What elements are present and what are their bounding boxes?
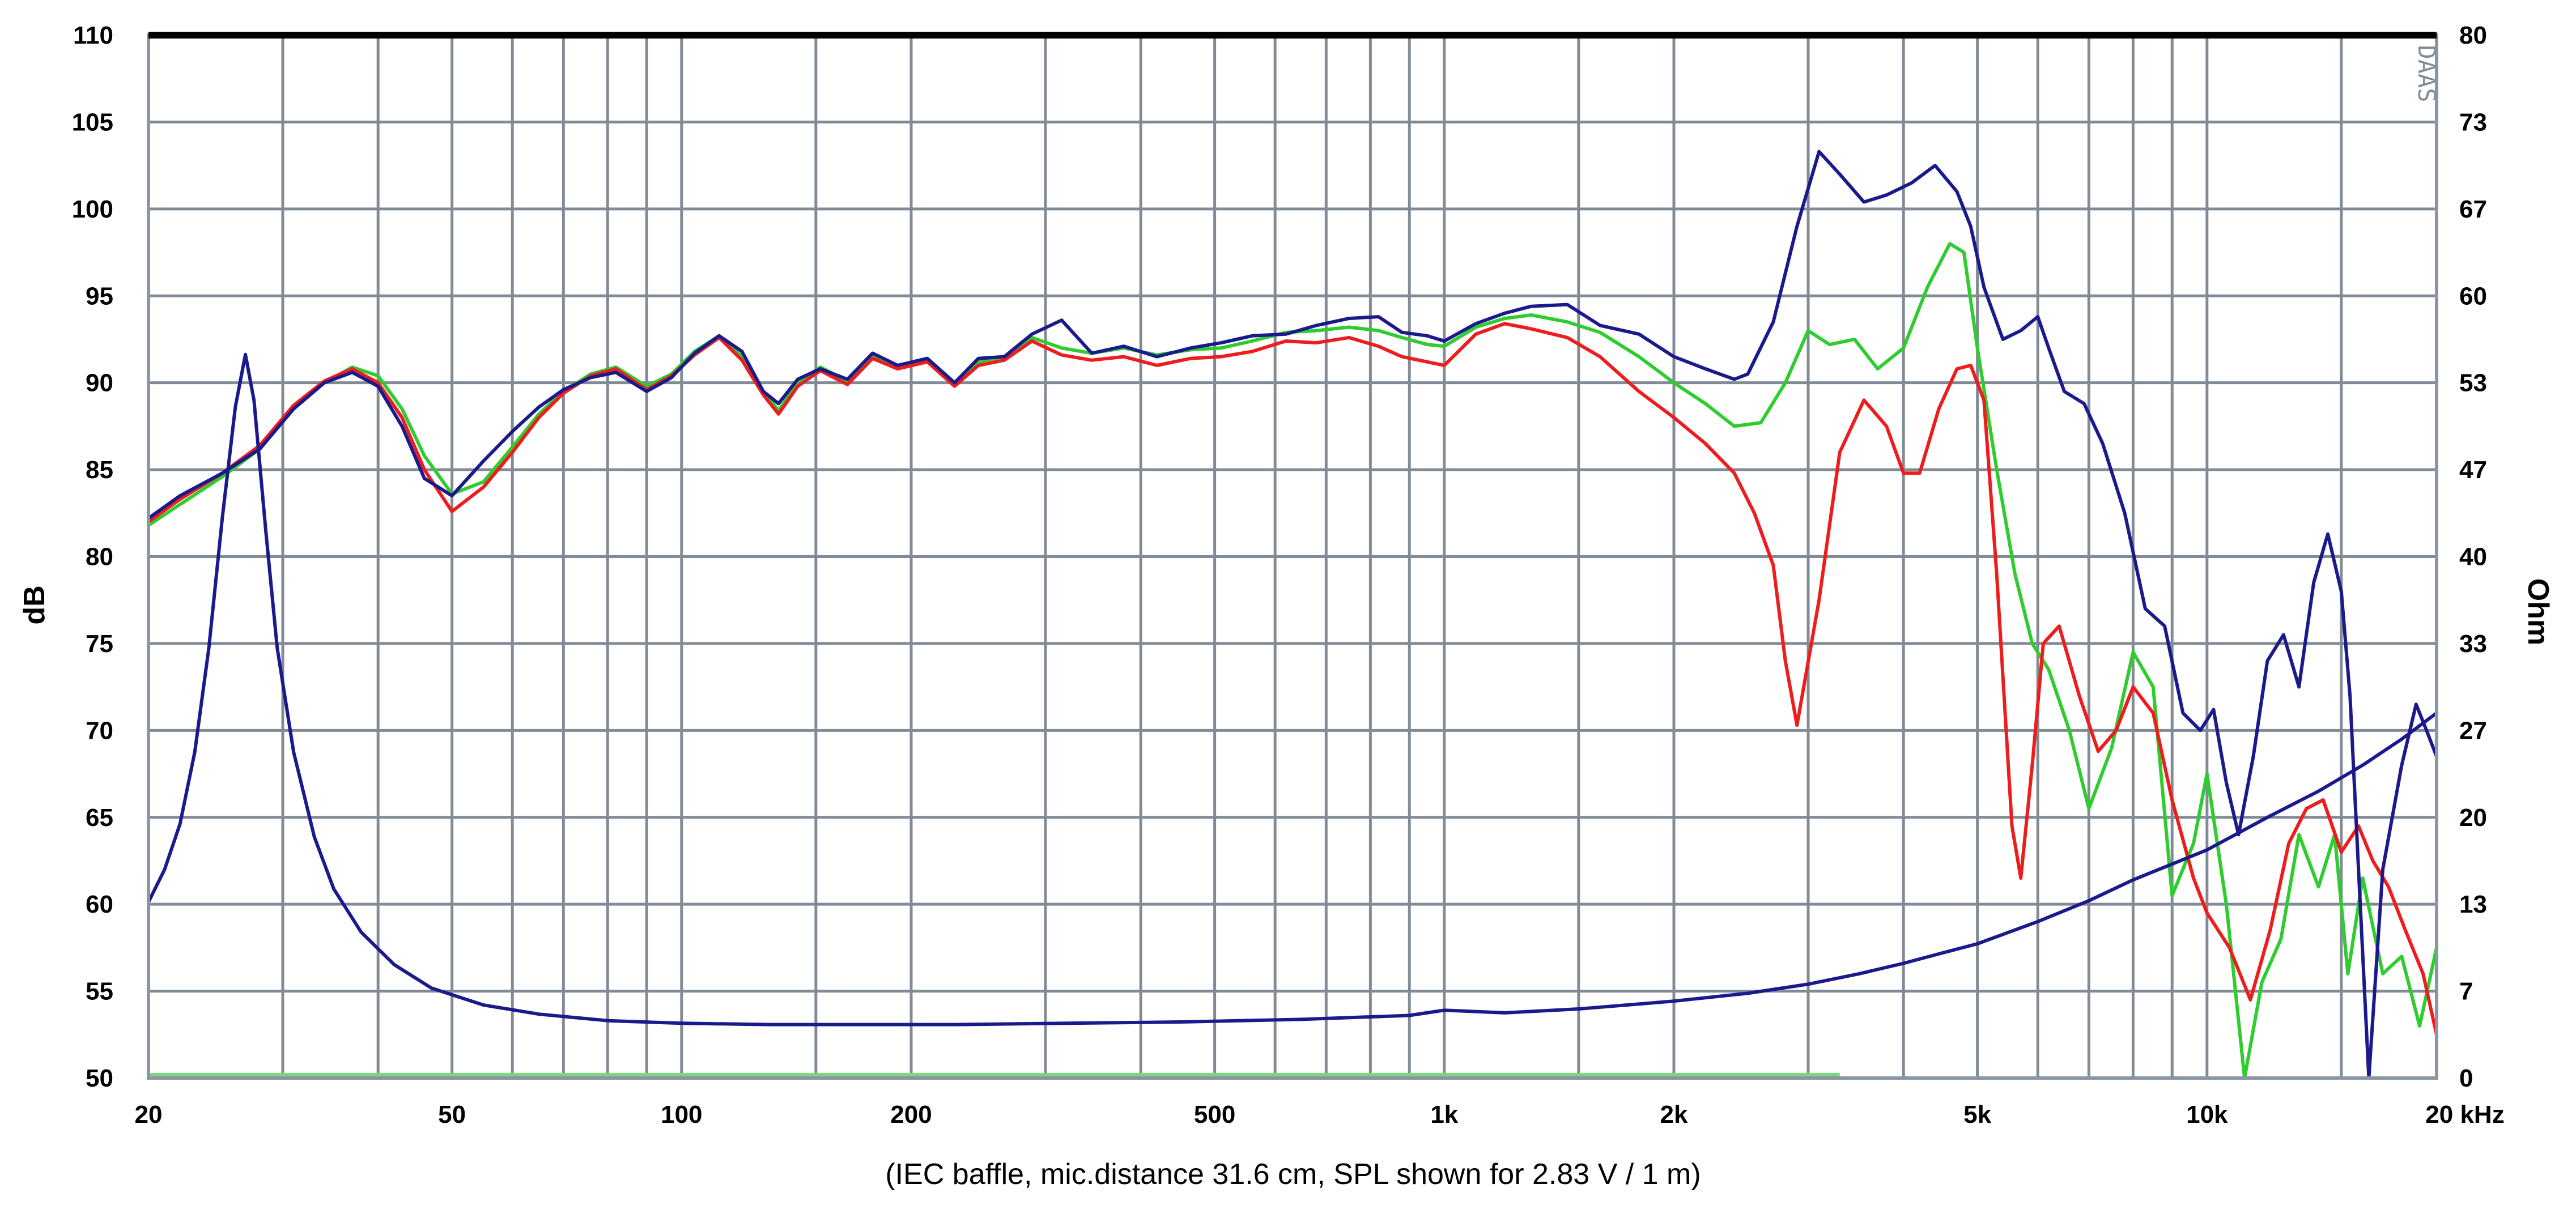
y-right-tick-label: 67 [2459, 195, 2487, 223]
y-left-tick-labels: 110 105 100 95 90 85 80 75 70 65 60 55 50 [72, 22, 113, 1092]
y-left-tick-label: 55 [86, 978, 113, 1006]
series-line-off_axis_30 [147, 242, 2438, 1080]
x-tick-label: 500 [1194, 1101, 1235, 1128]
y-left-tick-label: 90 [86, 369, 113, 397]
series-lines [147, 150, 2438, 1080]
x-tick-label: 10k [2186, 1101, 2228, 1128]
x-tick-label: 20 [135, 1101, 163, 1128]
y-left-tick-label: 75 [86, 630, 113, 658]
y-left-tick-label: 105 [72, 108, 113, 136]
y-left-tick-label: 65 [86, 804, 113, 832]
y-right-tick-label: 53 [2459, 369, 2487, 397]
series-line-off_axis_60 [147, 322, 2438, 1037]
y-right-tick-labels: 80 73 67 60 53 47 40 33 27 20 13 7 0 [2459, 22, 2487, 1092]
y-left-tick-label: 70 [86, 717, 113, 744]
grid-lines [147, 33, 2438, 1080]
y-right-tick-label: 33 [2459, 630, 2487, 658]
plot-frame [147, 32, 2438, 1080]
y-left-tick-label: 95 [86, 282, 113, 310]
y-right-tick-label: 0 [2459, 1064, 2473, 1092]
x-tick-label: 5k [1963, 1101, 1991, 1128]
y-right-tick-label: 7 [2459, 978, 2473, 1006]
y-right-tick-label: 27 [2459, 717, 2487, 744]
x-tick-labels: 20 50 100 200 500 1k 2k 5k 10k 20 kHz [135, 1101, 2505, 1128]
y-right-tick-label: 80 [2459, 22, 2487, 49]
y-left-tick-label: 80 [86, 543, 113, 571]
y-right-tick-label: 73 [2459, 108, 2487, 136]
y-left-tick-label: 110 [73, 22, 113, 49]
y-axis-left-title: dB [18, 585, 51, 624]
x-tick-label: 1k [1430, 1101, 1458, 1128]
x-tick-label: 20 kHz [2425, 1101, 2504, 1128]
chart-caption: (IEC baffle, mic.distance 31.6 cm, SPL s… [885, 1158, 1701, 1191]
y-right-tick-label: 13 [2459, 891, 2487, 918]
y-axis-right-title: Ohm [2522, 578, 2554, 645]
daas-logo: DAAS [2413, 45, 2441, 102]
x-tick-label: 2k [1660, 1101, 1688, 1128]
y-right-tick-label: 40 [2459, 543, 2487, 571]
y-right-tick-label: 60 [2459, 282, 2487, 310]
series-line-impedance [147, 352, 2438, 1026]
y-right-tick-label: 47 [2459, 456, 2487, 484]
x-tick-label: 200 [890, 1101, 932, 1128]
y-right-tick-label: 20 [2459, 804, 2487, 832]
y-left-tick-label: 85 [86, 456, 113, 484]
y-left-tick-label: 100 [72, 195, 113, 223]
series-line-on_axis [147, 150, 2438, 1080]
x-tick-label: 50 [438, 1101, 466, 1128]
y-left-tick-label: 50 [86, 1064, 113, 1092]
y-left-tick-label: 60 [86, 891, 113, 918]
x-tick-label: 100 [661, 1101, 702, 1128]
